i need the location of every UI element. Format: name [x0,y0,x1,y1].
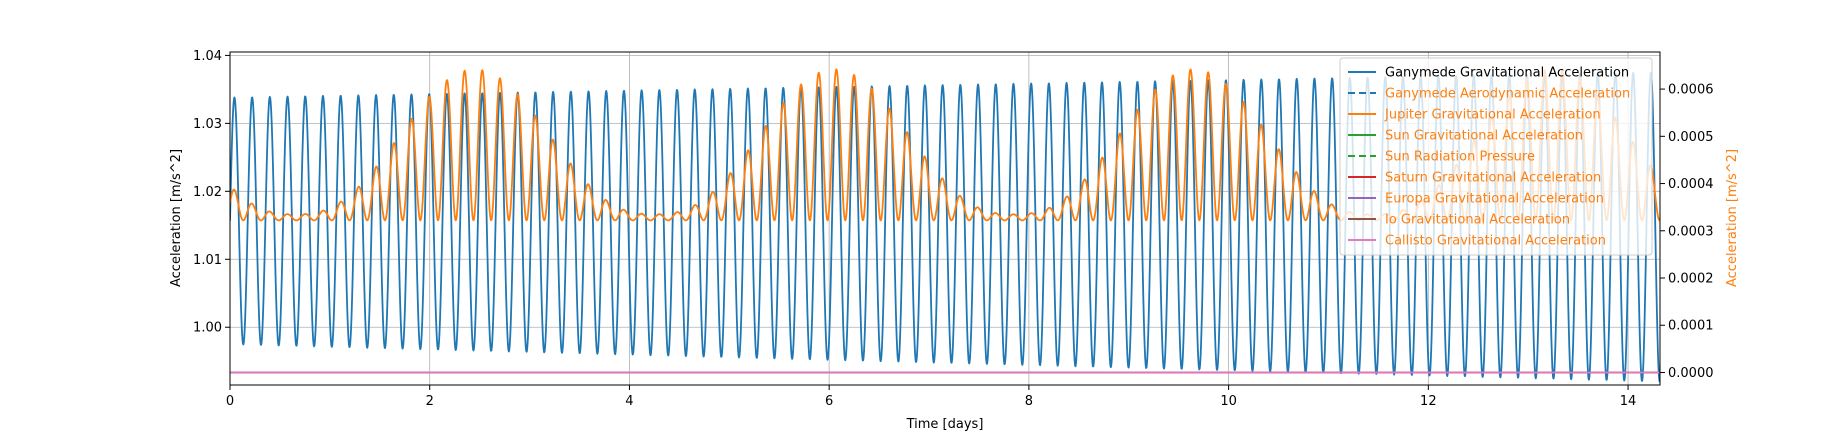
legend-label: Sun Gravitational Acceleration [1385,129,1583,144]
x-tick-label: 4 [625,394,633,409]
legend-label: Io Gravitational Acceleration [1385,213,1570,228]
legend-label: Callisto Gravitational Acceleration [1385,234,1606,249]
legend-label: Saturn Gravitational Acceleration [1385,171,1601,186]
y-right-tick-label: 0.0001 [1668,319,1714,334]
legend-label: Sun Radiation Pressure [1385,150,1535,165]
y-axis-right: 0.0000 0.0001 0.0002 0.0003 0.0004 0.0005 0.00… [1660,83,1714,381]
plot-frame [229,51,1661,386]
y-axis-right-title: Acceleration [m/s^2] [1725,149,1740,287]
y-axis-left: 1.00 1.01 1.02 1.03 1.04 [193,49,230,336]
x-axis: 0 2 4 6 8 10 12 14 [226,385,1636,409]
x-axis-title: Time [days] [906,417,984,432]
legend-label: Ganymede Aerodynamic Acceleration [1385,87,1630,102]
y-right-tick-label: 0.0003 [1668,224,1714,239]
legend-label: Ganymede Gravitational Acceleration [1385,66,1629,81]
legend-label: Europa Gravitational Acceleration [1385,192,1604,207]
x-tick-label: 14 [1620,394,1637,409]
x-tick-label: 2 [426,394,434,409]
x-tick-label: 10 [1220,394,1237,409]
y-left-tick-label: 1.00 [193,321,222,336]
series-lines [230,68,1660,383]
legend-label: Jupiter Gravitational Acceleration [1384,108,1601,123]
x-tick-label: 6 [825,394,833,409]
x-tick-label: 12 [1420,394,1437,409]
y-left-tick-label: 1.03 [193,117,222,132]
y-right-tick-label: 0.0000 [1668,366,1714,381]
y-left-tick-label: 1.02 [193,185,222,200]
y-left-tick-label: 1.01 [193,253,222,268]
y-axis-left-title: Acceleration [m/s^2] [169,149,184,287]
x-tick-label: 8 [1025,394,1033,409]
y-right-tick-label: 0.0004 [1668,177,1714,192]
x-tick-label: 0 [226,394,234,409]
legend-box [1339,57,1653,256]
y-right-tick-label: 0.0002 [1668,272,1714,287]
y-right-tick-label: 0.0006 [1668,83,1714,98]
legend: Ganymede Gravitational Acceleration Ganym… [1339,57,1653,256]
y-left-tick-label: 1.04 [193,49,222,64]
y-right-tick-label: 0.0005 [1668,130,1714,145]
